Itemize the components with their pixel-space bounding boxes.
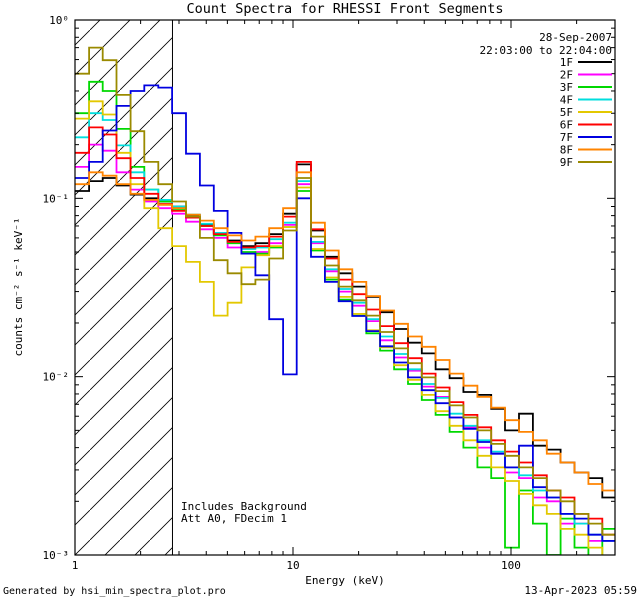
y-tick-label: 10⁰	[49, 14, 69, 27]
legend-label-9F: 9F	[560, 156, 573, 169]
legend-label-5F: 5F	[560, 106, 573, 119]
legend-label-1F: 1F	[560, 56, 573, 69]
legend-label-4F: 4F	[560, 94, 573, 107]
legend-label-8F: 8F	[560, 144, 573, 157]
series-line-9F	[75, 46, 615, 536]
y-tick-label: 10⁻³	[43, 549, 70, 562]
y-axis-label: counts cm⁻² s⁻¹ keV⁻¹	[12, 217, 25, 356]
attenuated-region-hatch	[75, 20, 173, 555]
x-tick-label: 10	[286, 559, 299, 572]
x-axis-label: Energy (keV)	[305, 574, 384, 587]
note-attenuator-state: Att A0, FDecim 1	[181, 512, 287, 525]
series-line-7F	[75, 84, 615, 542]
axis-tick-labels-group: 1 10 100 10⁰ 10⁻¹ 10⁻² 10⁻³	[43, 14, 521, 572]
series-line-8F	[75, 171, 615, 492]
obs-date: 28-Sep-2007	[539, 31, 612, 44]
obs-time-range: 22:03:00 to 22:04:00	[480, 44, 612, 57]
plot-frame	[74, 19, 616, 556]
legend-label-3F: 3F	[560, 81, 573, 94]
legend-label-6F: 6F	[560, 119, 573, 132]
spectra-series-group	[75, 46, 615, 555]
footer-program: Generated by hsi_min_spectra_plot.pro	[3, 586, 226, 597]
legend-label-2F: 2F	[560, 69, 573, 82]
note-includes-background: Includes Background	[181, 500, 307, 513]
footer-timestamp: 13-Apr-2023 05:59	[524, 584, 637, 597]
chart-title: Count Spectra for RHESSI Front Segments	[187, 1, 504, 17]
y-tick-label: 10⁻²	[43, 371, 70, 384]
x-tick-label: 100	[501, 559, 521, 572]
x-tick-label: 1	[72, 559, 79, 572]
legend-label-7F: 7F	[560, 131, 573, 144]
y-tick-label: 10⁻¹	[43, 192, 70, 205]
